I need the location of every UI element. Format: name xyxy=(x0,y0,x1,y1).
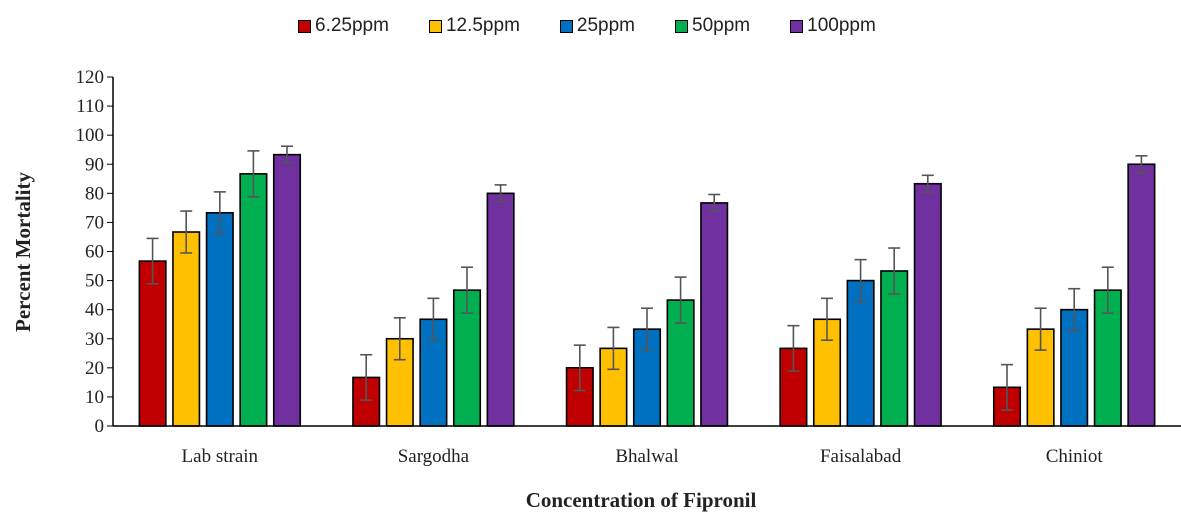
y-tick-label: 120 xyxy=(76,67,105,88)
bar xyxy=(239,173,268,427)
y-tick-label: 0 xyxy=(95,416,105,437)
x-axis-title: Concentration of Fipronil xyxy=(526,488,757,512)
x-category-label: Sargodha xyxy=(398,446,470,467)
y-tick-label: 110 xyxy=(76,96,104,117)
legend-swatch xyxy=(790,19,804,33)
y-tick-label: 40 xyxy=(85,300,104,321)
y-tick-label: 60 xyxy=(85,242,104,263)
bar xyxy=(700,202,729,427)
legend-item: 25ppm xyxy=(559,15,636,37)
y-tick-label: 20 xyxy=(85,358,104,379)
y-axis-title: Percent Mortality xyxy=(11,172,35,332)
x-category-label: Bhalwal xyxy=(615,446,678,467)
legend-label: 25ppm xyxy=(576,15,636,36)
y-tick-label: 80 xyxy=(85,183,104,204)
legend-item: 100ppm xyxy=(790,15,876,37)
y-tick-label: 30 xyxy=(85,329,104,350)
y-tick-label: 70 xyxy=(85,212,104,233)
legend-swatch xyxy=(559,19,573,33)
bar xyxy=(138,260,167,427)
legend-item: 12.5ppm xyxy=(428,15,520,37)
legend-label: 50ppm xyxy=(692,15,751,36)
y-tick-label: 90 xyxy=(85,154,104,175)
bar xyxy=(880,270,909,427)
legend-swatch xyxy=(298,19,311,33)
y-tick-label: 10 xyxy=(85,387,104,408)
y-tick-label: 100 xyxy=(76,125,105,146)
legend-label: 12.5ppm xyxy=(445,15,520,36)
bar xyxy=(486,192,515,427)
legend-swatch xyxy=(428,19,442,33)
legend-label: 100ppm xyxy=(807,15,876,36)
bar xyxy=(913,182,942,427)
bar xyxy=(172,231,201,427)
bar xyxy=(846,279,875,427)
bar xyxy=(1127,163,1156,427)
x-category-label: Chiniot xyxy=(1046,446,1104,467)
x-category-label: Faisalabad xyxy=(820,446,902,467)
legend-label: 6.25ppm xyxy=(315,15,389,36)
legend-item: 6.25ppm xyxy=(298,15,389,37)
bar xyxy=(779,347,808,427)
bar xyxy=(272,153,302,427)
legend-item: 50ppm xyxy=(675,15,750,37)
x-category-label: Lab strain xyxy=(182,446,259,467)
bar xyxy=(205,212,234,427)
y-tick-label: 50 xyxy=(85,271,104,292)
legend-swatch xyxy=(675,19,689,33)
legend: 6.25ppm 12.5ppm 25ppm 50ppm 100ppm xyxy=(298,14,916,38)
